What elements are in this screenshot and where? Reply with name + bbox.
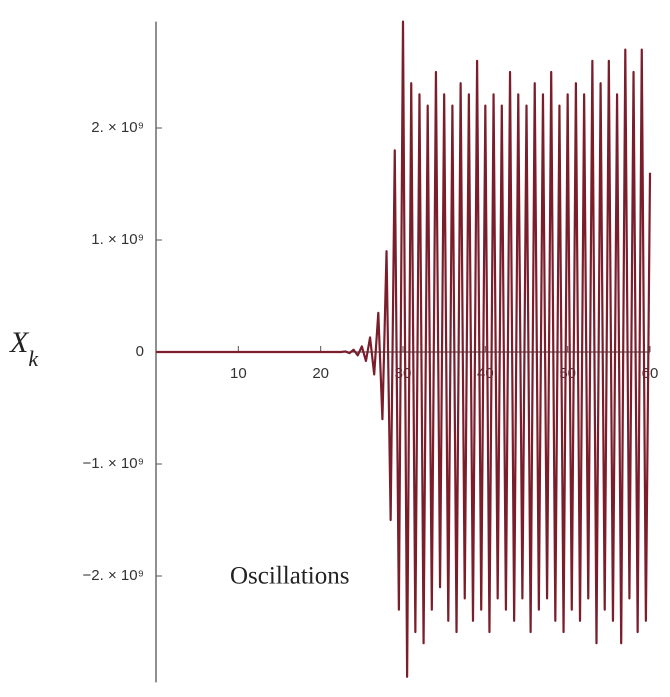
y-label-subscript: k	[28, 346, 39, 371]
y-label-main: X	[9, 326, 30, 359]
data-line	[156, 20, 652, 678]
x-tick-label: 20	[312, 365, 329, 382]
x-tick-label: 60	[642, 365, 659, 382]
y-tick-label: 0	[136, 343, 144, 360]
y-axis-label: Xk	[9, 326, 39, 371]
y-tick-label: −1. × 10⁹	[83, 455, 144, 472]
x-tick-label: 30	[395, 365, 412, 382]
y-tick-label: 2. × 10⁹	[91, 119, 144, 136]
y-tick-label: 1. × 10⁹	[91, 231, 144, 248]
x-tick-label: 40	[477, 365, 494, 382]
y-tick-label: −2. × 10⁹	[83, 567, 144, 584]
annotation: Oscillations	[230, 563, 349, 590]
x-tick-label: 50	[559, 365, 576, 382]
x-tick-label: 10	[230, 365, 247, 382]
